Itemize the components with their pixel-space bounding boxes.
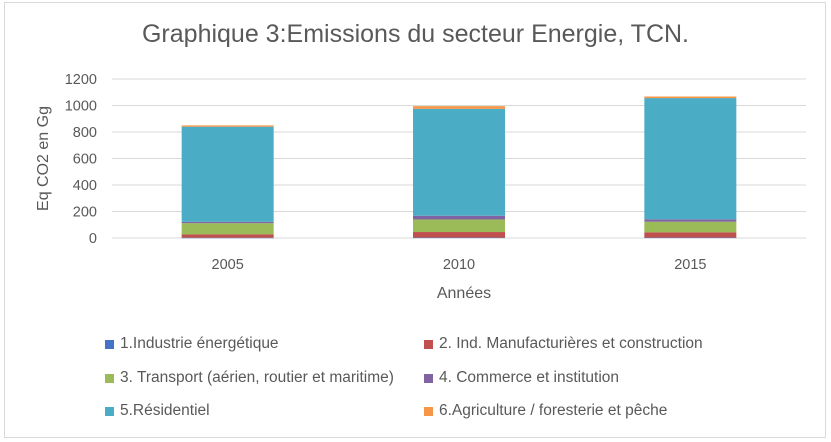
y-tick-label: 800 (73, 125, 97, 141)
bar-segment (413, 219, 505, 233)
x-tick-label: 2005 (212, 257, 244, 273)
y-axis-label: Eq CO2 en Gg (35, 106, 52, 211)
bar-segment (644, 221, 737, 233)
y-tick-label: 600 (73, 152, 97, 168)
x-tick-label: 2015 (674, 257, 706, 273)
bar-segment (644, 232, 737, 238)
bar-segment (181, 126, 274, 222)
bar-segment (644, 96, 737, 99)
y-tick-label: 200 (73, 205, 97, 221)
bar-segment (644, 237, 737, 239)
bar-segment (413, 108, 505, 216)
bar-segment (181, 237, 274, 239)
x-tick-label: 2010 (443, 257, 475, 273)
x-axis-label: Années (437, 285, 491, 302)
bar-segment (413, 215, 505, 220)
bar-segment (644, 219, 737, 222)
chart-title: Graphique 3:Emissions du secteur Energie… (141, 20, 690, 48)
bar-segment (644, 98, 737, 220)
y-tick-label: 0 (89, 231, 97, 247)
y-tick-label: 1200 (65, 72, 97, 88)
bar-segment (181, 234, 274, 238)
y-tick-label: 400 (73, 178, 97, 194)
bar-segment (413, 237, 505, 239)
y-tick-label: 1000 (65, 99, 97, 115)
bar-segment (413, 232, 505, 238)
bar-segment (181, 221, 274, 224)
bar-segment (181, 125, 274, 127)
bar-segment (181, 223, 274, 235)
bar-segment (413, 106, 505, 109)
